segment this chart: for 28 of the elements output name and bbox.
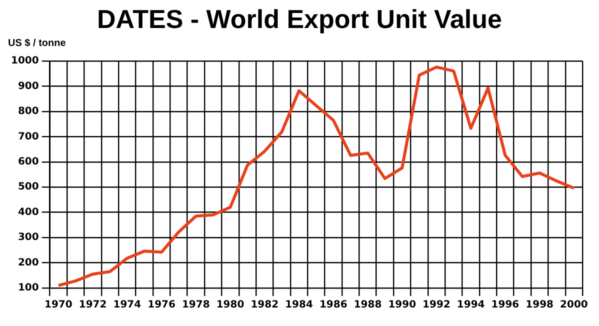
x-tick-label: 1976 bbox=[148, 300, 176, 311]
y-tick-label: 100 bbox=[18, 282, 39, 294]
y-tick-label: 300 bbox=[18, 232, 39, 244]
y-tick-label: 1000 bbox=[10, 56, 39, 67]
x-tick-label: 1994 bbox=[456, 300, 485, 311]
x-tick-label: 1986 bbox=[319, 300, 348, 311]
x-tick-label: 2000 bbox=[560, 300, 588, 311]
x-tick-label: 1984 bbox=[285, 300, 313, 311]
y-tick-label: 900 bbox=[18, 80, 39, 92]
x-tick-label: 1972 bbox=[78, 300, 107, 311]
y-axis-title: US $ / tonne bbox=[8, 38, 67, 51]
y-tick-label: 200 bbox=[18, 257, 39, 268]
x-tick-label: 1982 bbox=[250, 300, 279, 311]
x-tick-label: 1992 bbox=[422, 300, 450, 311]
y-tick-label: 700 bbox=[18, 131, 39, 142]
y-tick-label: 800 bbox=[18, 106, 39, 118]
y-tick-label: 500 bbox=[18, 182, 39, 193]
x-tick-label: 1978 bbox=[182, 300, 210, 311]
x-tick-label: 1974 bbox=[113, 300, 142, 311]
x-tick-label: 1998 bbox=[526, 300, 554, 311]
x-tick-label: 1996 bbox=[491, 300, 520, 311]
x-tick-label: 1988 bbox=[354, 300, 382, 311]
x-tick-label: 1970 bbox=[44, 300, 72, 311]
x-tick-label: 1980 bbox=[216, 300, 244, 311]
x-tick-label: 1990 bbox=[388, 300, 416, 311]
chart-title: DATES - World Export Unit Value bbox=[96, 4, 503, 34]
y-tick-label: 600 bbox=[18, 156, 39, 168]
y-tick-label: 400 bbox=[18, 206, 39, 218]
